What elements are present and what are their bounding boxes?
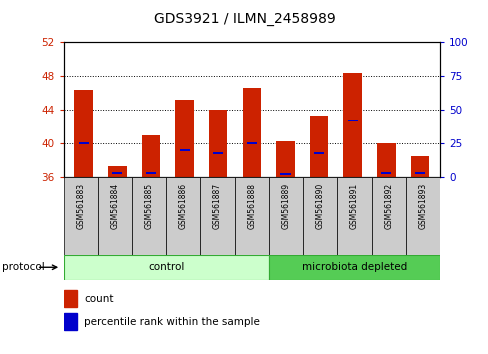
- Text: GSM561889: GSM561889: [281, 183, 290, 229]
- Text: GSM561888: GSM561888: [247, 183, 256, 229]
- Text: control: control: [148, 262, 184, 272]
- Text: GSM561892: GSM561892: [384, 183, 392, 229]
- Bar: [268, 177, 303, 255]
- Bar: [63, 255, 268, 280]
- Bar: [268, 255, 439, 280]
- Bar: [63, 313, 77, 331]
- Bar: [242, 88, 261, 177]
- Bar: [381, 172, 390, 174]
- Bar: [371, 177, 405, 255]
- Bar: [343, 73, 361, 177]
- Bar: [166, 177, 200, 255]
- Text: protocol: protocol: [2, 262, 45, 272]
- Bar: [414, 172, 424, 174]
- Text: GSM561885: GSM561885: [144, 183, 153, 229]
- Bar: [132, 177, 166, 255]
- Text: count: count: [84, 294, 114, 304]
- Bar: [405, 177, 439, 255]
- Bar: [276, 141, 294, 177]
- Text: GSM561884: GSM561884: [110, 183, 119, 229]
- Text: GSM561893: GSM561893: [418, 183, 427, 229]
- Bar: [175, 100, 193, 177]
- Text: microbiota depleted: microbiota depleted: [301, 262, 407, 272]
- Bar: [74, 90, 93, 177]
- Text: GSM561887: GSM561887: [213, 183, 222, 229]
- Bar: [63, 290, 77, 307]
- Bar: [108, 166, 126, 177]
- Bar: [303, 177, 337, 255]
- Text: GDS3921 / ILMN_2458989: GDS3921 / ILMN_2458989: [153, 12, 335, 27]
- Text: GSM561886: GSM561886: [179, 183, 187, 229]
- Bar: [313, 152, 324, 154]
- Bar: [246, 142, 256, 144]
- Bar: [112, 172, 122, 174]
- Bar: [79, 142, 89, 144]
- Bar: [142, 135, 160, 177]
- Text: GSM561883: GSM561883: [76, 183, 85, 229]
- Text: GSM561891: GSM561891: [349, 183, 358, 229]
- Text: GSM561890: GSM561890: [315, 183, 324, 229]
- Bar: [347, 120, 357, 121]
- Bar: [213, 152, 223, 154]
- Bar: [309, 116, 327, 177]
- Bar: [98, 177, 132, 255]
- Bar: [410, 156, 428, 177]
- Bar: [337, 177, 371, 255]
- Bar: [200, 177, 234, 255]
- Bar: [145, 172, 156, 174]
- Bar: [179, 149, 189, 151]
- Bar: [234, 177, 268, 255]
- Text: percentile rank within the sample: percentile rank within the sample: [84, 317, 260, 327]
- Bar: [208, 110, 227, 177]
- Bar: [376, 143, 395, 177]
- Bar: [280, 173, 290, 175]
- Bar: [63, 177, 98, 255]
